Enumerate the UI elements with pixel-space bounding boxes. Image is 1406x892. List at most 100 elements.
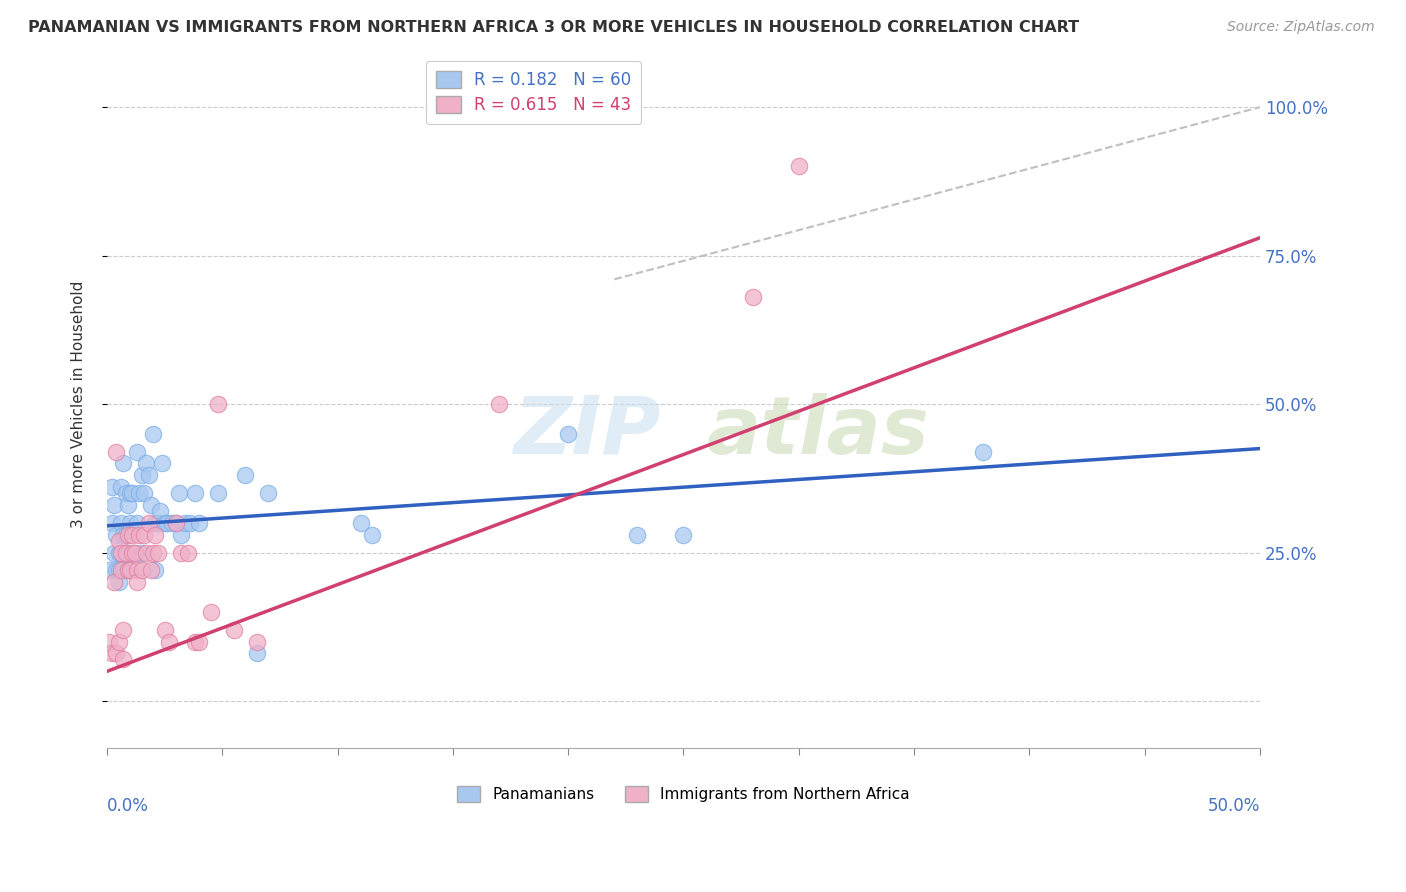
Point [138,468,160,483]
Point [246,647,269,661]
Point [138,516,160,530]
Point [132,486,155,500]
Point [170,545,193,559]
Text: 50.0%: 50.0% [1208,797,1260,814]
Point [120,516,142,530]
Point [105,647,128,661]
Point [110,480,132,494]
Point [110,545,132,559]
Point [103,545,125,559]
Text: Source: ZipAtlas.com: Source: ZipAtlas.com [1227,20,1375,34]
Point [183,634,205,648]
Point [135,457,157,471]
Point [179,516,201,530]
Point [167,486,190,500]
Text: 0.0%: 0.0% [107,797,149,814]
Point [117,527,139,541]
Point [142,426,165,441]
Point [488,397,510,411]
Point [121,527,143,541]
Point [135,545,157,559]
Point [972,444,994,458]
Legend: Panamanians, Immigrants from Northern Africa: Panamanians, Immigrants from Northern Af… [450,779,917,810]
Point [120,486,142,500]
Point [160,516,183,530]
Point [131,545,153,559]
Point [110,516,132,530]
Point [170,527,193,541]
Point [103,498,125,512]
Point [139,563,162,577]
Point [787,160,810,174]
Point [132,527,155,541]
Point [128,527,150,541]
Point [257,486,280,500]
Point [114,527,136,541]
Point [120,563,142,577]
Point [235,468,257,483]
Point [100,516,122,530]
Point [165,516,187,530]
Point [117,545,139,559]
Point [117,563,139,577]
Point [110,563,132,577]
Point [121,545,143,559]
Point [200,605,222,619]
Point [114,486,136,500]
Point [100,480,122,494]
Point [361,527,384,541]
Point [117,498,139,512]
Point [107,563,129,577]
Point [152,457,174,471]
Point [105,563,128,577]
Point [125,516,148,530]
Point [183,486,205,500]
Point [124,545,146,559]
Point [131,563,153,577]
Point [98,634,121,648]
Text: PANAMANIAN VS IMMIGRANTS FROM NORTHERN AFRICA 3 OR MORE VEHICLES IN HOUSEHOLD CO: PANAMANIAN VS IMMIGRANTS FROM NORTHERN A… [28,20,1080,35]
Point [741,290,763,304]
Point [246,634,269,648]
Point [107,545,129,559]
Y-axis label: 3 or more Vehicles in Household: 3 or more Vehicles in Household [72,280,86,528]
Text: ZIP: ZIP [513,392,661,471]
Point [139,498,162,512]
Point [207,486,229,500]
Point [100,647,122,661]
Point [112,457,135,471]
Point [131,468,153,483]
Point [188,516,211,530]
Point [145,527,167,541]
Point [145,516,167,530]
Point [142,545,165,559]
Point [157,634,180,648]
Point [146,545,169,559]
Point [125,444,148,458]
Point [146,516,169,530]
Point [124,545,146,559]
Point [350,516,373,530]
Point [672,527,695,541]
Point [107,634,129,648]
Point [188,634,211,648]
Point [103,575,125,590]
Point [177,545,200,559]
Point [125,575,148,590]
Point [121,486,143,500]
Point [107,575,129,590]
Point [128,486,150,500]
Point [120,563,142,577]
Point [112,652,135,666]
Point [222,623,245,637]
Point [112,623,135,637]
Point [165,516,187,530]
Point [174,516,197,530]
Point [207,397,229,411]
Point [105,444,128,458]
Point [112,527,135,541]
Point [156,516,179,530]
Point [112,563,135,577]
Text: atlas: atlas [707,392,929,471]
Point [145,563,167,577]
